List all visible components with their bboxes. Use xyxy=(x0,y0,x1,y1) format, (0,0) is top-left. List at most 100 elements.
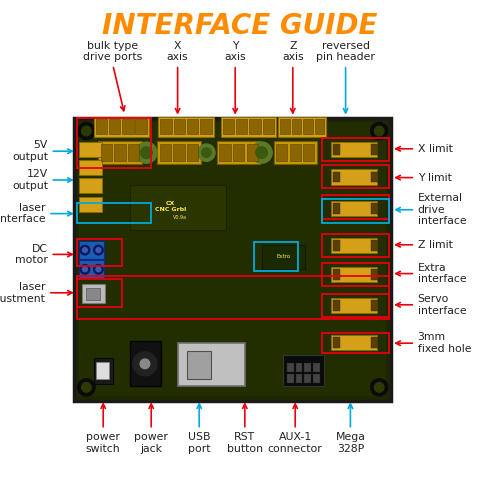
Bar xyxy=(217,141,260,164)
Text: bulk type
drive ports: bulk type drive ports xyxy=(83,41,143,62)
Bar xyxy=(276,144,287,161)
Bar xyxy=(322,333,389,353)
Bar xyxy=(333,240,340,251)
Circle shape xyxy=(140,359,150,369)
Bar xyxy=(287,374,294,383)
Text: INTERFACE GUIDE: INTERFACE GUIDE xyxy=(102,12,378,40)
Bar xyxy=(94,358,113,384)
Bar xyxy=(313,363,320,372)
Bar xyxy=(96,362,109,379)
Circle shape xyxy=(94,245,103,255)
Bar xyxy=(371,203,378,214)
Bar xyxy=(79,197,102,212)
Circle shape xyxy=(251,142,272,163)
Bar xyxy=(200,119,212,134)
Bar xyxy=(283,355,324,386)
Bar xyxy=(98,141,142,164)
Text: power
switch: power switch xyxy=(86,432,120,454)
Text: Servo
interface: Servo interface xyxy=(418,294,466,316)
Bar xyxy=(331,298,377,313)
Circle shape xyxy=(94,264,103,274)
Text: DC
motor: DC motor xyxy=(15,244,48,265)
Circle shape xyxy=(371,122,388,140)
Bar xyxy=(114,144,126,161)
Circle shape xyxy=(141,147,152,158)
Circle shape xyxy=(82,126,91,136)
Text: RST
button: RST button xyxy=(227,432,263,454)
Bar xyxy=(160,119,172,134)
Bar xyxy=(296,363,302,372)
Bar xyxy=(79,241,104,259)
Bar xyxy=(263,119,274,134)
Bar xyxy=(315,119,324,134)
Circle shape xyxy=(198,144,215,161)
Bar xyxy=(322,138,389,161)
Text: Z limit: Z limit xyxy=(418,240,453,250)
Bar xyxy=(331,267,377,282)
Text: X
axis: X axis xyxy=(167,41,189,62)
Bar xyxy=(322,263,389,286)
Bar xyxy=(247,144,258,161)
Bar xyxy=(322,234,389,257)
Circle shape xyxy=(136,142,157,163)
Bar xyxy=(236,119,248,134)
Bar xyxy=(233,144,244,161)
Bar xyxy=(250,119,261,134)
Bar xyxy=(122,119,133,134)
Bar xyxy=(79,260,104,278)
Text: 12V
output: 12V output xyxy=(12,169,48,191)
Bar xyxy=(94,117,149,137)
Bar xyxy=(187,119,198,134)
Circle shape xyxy=(256,147,267,158)
Text: 3mm
fixed hole: 3mm fixed hole xyxy=(418,332,471,354)
Bar xyxy=(109,119,120,134)
Circle shape xyxy=(80,245,90,255)
Circle shape xyxy=(133,352,157,376)
Bar xyxy=(101,144,112,161)
Bar xyxy=(262,245,305,269)
Bar xyxy=(333,203,340,214)
Bar xyxy=(331,335,377,350)
Bar xyxy=(278,117,326,137)
Text: power
jack: power jack xyxy=(134,432,168,454)
Bar xyxy=(322,199,389,223)
Bar xyxy=(174,119,185,134)
Bar xyxy=(289,144,301,161)
Text: reversed
pin header: reversed pin header xyxy=(316,41,375,62)
Bar xyxy=(304,363,311,372)
Bar xyxy=(322,165,389,188)
Circle shape xyxy=(82,383,91,392)
Text: AUX-1
connector: AUX-1 connector xyxy=(268,432,323,454)
Circle shape xyxy=(374,126,384,136)
Bar xyxy=(82,284,105,303)
Bar xyxy=(160,144,171,161)
Circle shape xyxy=(78,122,95,140)
Bar xyxy=(79,178,102,193)
Bar xyxy=(254,242,298,271)
Bar xyxy=(274,141,317,164)
Bar xyxy=(303,119,313,134)
Bar xyxy=(130,341,161,386)
Bar xyxy=(287,363,294,372)
Bar xyxy=(331,201,377,216)
Bar xyxy=(296,374,302,383)
Bar xyxy=(223,119,234,134)
Text: CX
CNC Grbl: CX CNC Grbl xyxy=(155,201,186,212)
Text: Extro: Extro xyxy=(276,254,290,259)
Bar xyxy=(333,269,340,280)
Bar xyxy=(128,144,139,161)
Circle shape xyxy=(374,383,384,392)
Bar xyxy=(371,337,378,348)
Text: Z
axis: Z axis xyxy=(282,41,304,62)
Text: laser
interface: laser interface xyxy=(0,203,46,224)
Text: USB
port: USB port xyxy=(188,432,210,454)
Bar xyxy=(77,276,389,319)
Bar xyxy=(77,118,151,168)
Bar xyxy=(173,144,185,161)
Bar xyxy=(77,279,122,307)
Text: Y limit: Y limit xyxy=(418,173,452,182)
Bar xyxy=(79,122,386,396)
Circle shape xyxy=(96,267,101,272)
Bar xyxy=(331,169,377,185)
Bar xyxy=(333,144,340,155)
